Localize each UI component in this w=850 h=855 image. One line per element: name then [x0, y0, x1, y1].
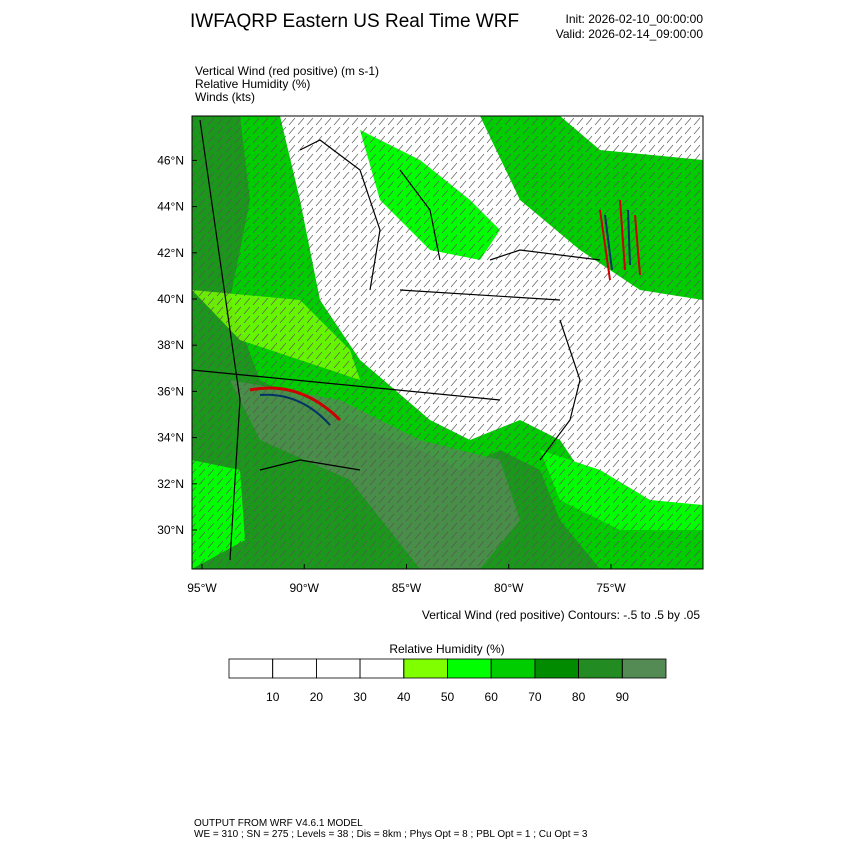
- lat-label: 34°N: [157, 431, 184, 445]
- colorbar-label: 40: [397, 690, 411, 704]
- valid-time: Valid: 2026-02-14_09:00:00: [556, 27, 704, 41]
- lon-label: 90°W: [290, 581, 320, 595]
- colorbar-label: 20: [310, 690, 324, 704]
- lat-label: 42°N: [157, 246, 184, 260]
- lat-label: 44°N: [157, 200, 184, 214]
- colorbar-box: [359, 658, 405, 679]
- field-label: Winds (kts): [195, 90, 255, 104]
- lat-label: 38°N: [157, 338, 184, 352]
- colorbar-label: 90: [616, 690, 630, 704]
- colorbar-label: 70: [528, 690, 542, 704]
- footer-line: WE = 310 ; SN = 275 ; Levels = 38 ; Dis …: [194, 829, 588, 840]
- lon-label: 75°W: [596, 581, 626, 595]
- colorbar-box: [403, 658, 448, 679]
- colorbar-box: [490, 658, 536, 679]
- lon-label: 80°W: [494, 581, 524, 595]
- colorbar-box: [228, 658, 274, 679]
- lat-label: 36°N: [157, 384, 184, 398]
- colorbar-label: 30: [353, 690, 367, 704]
- colorbar-label: 80: [572, 690, 586, 704]
- colorbar-label: 50: [441, 690, 455, 704]
- colorbar-title: Relative Humidity (%): [389, 642, 504, 656]
- map-axes: 30°N 32°N 34°N 36°N 38°N 40°N 42°N 44°N 46°N 95°W…: [157, 153, 626, 595]
- colorbar-box: [578, 658, 623, 679]
- lon-label: 95°W: [187, 581, 217, 595]
- field-label: Relative Humidity (%): [195, 77, 310, 91]
- colorbar-box: [315, 658, 361, 679]
- lat-label: 30°N: [157, 523, 184, 537]
- map: [192, 116, 703, 569]
- lon-label: 85°W: [392, 581, 422, 595]
- contour-note: Vertical Wind (red positive) Contours: -…: [422, 608, 700, 622]
- colorbar-box: [621, 658, 667, 679]
- field-label: Vertical Wind (red positive) (m s-1): [195, 64, 379, 78]
- colorbar-box: [447, 658, 492, 679]
- lat-label: 40°N: [157, 292, 184, 306]
- colorbar-box: [272, 658, 317, 679]
- colorbar-box: [534, 658, 580, 679]
- title: IWFAQRP Eastern US Real Time WRF: [190, 11, 519, 32]
- colorbar: 10 20 30 40 50 60 70 80 90: [228, 658, 667, 704]
- init-time: Init: 2026-02-10_00:00:00: [566, 12, 704, 26]
- lat-label: 46°N: [157, 153, 184, 167]
- footer-line: OUTPUT FROM WRF V4.6.1 MODEL: [194, 818, 363, 829]
- lat-label: 32°N: [157, 477, 184, 491]
- map-frame: [191, 115, 704, 570]
- colorbar-label: 60: [485, 690, 499, 704]
- colorbar-label: 10: [266, 690, 280, 704]
